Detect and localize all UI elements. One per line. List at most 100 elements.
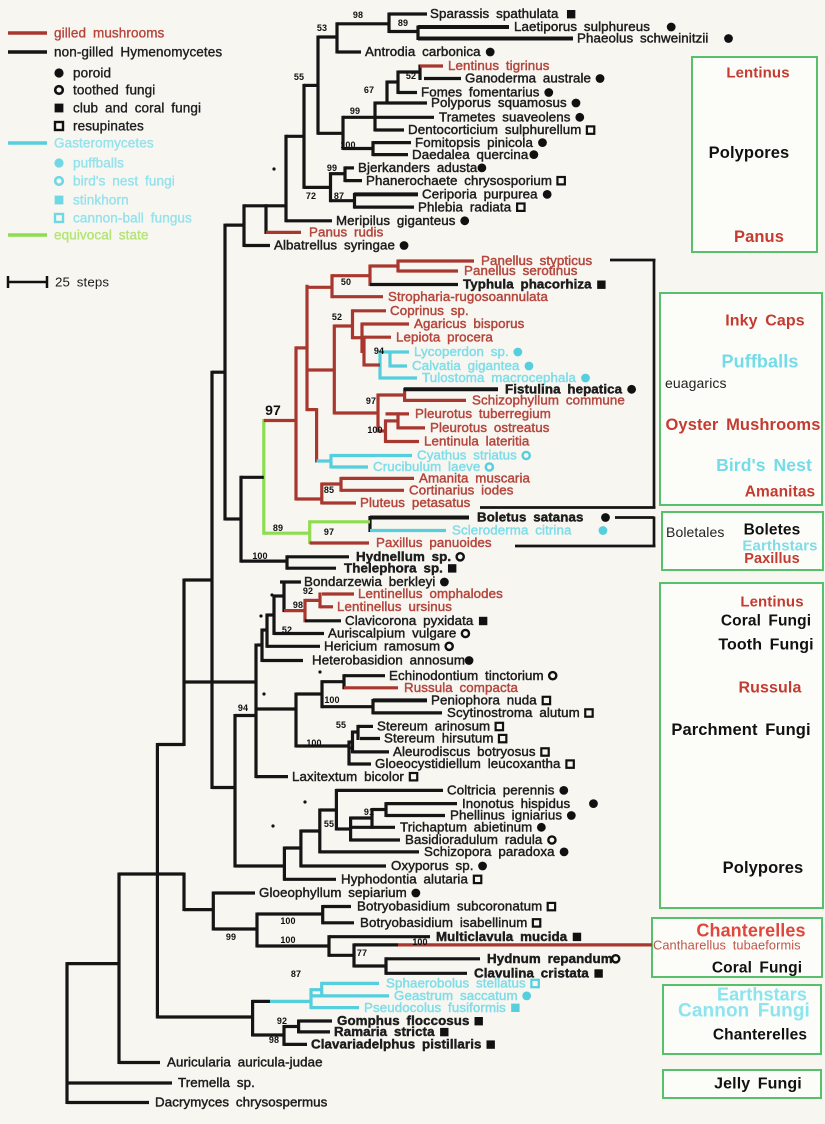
- svg-text:100: 100: [324, 695, 339, 705]
- svg-text:Pleurotus tuberregium: Pleurotus tuberregium: [415, 406, 551, 421]
- svg-text:Phellinus igniarius: Phellinus igniarius: [450, 808, 562, 823]
- svg-text:Panus: Panus: [734, 228, 784, 246]
- svg-text:Bird's Nest: Bird's Nest: [716, 455, 812, 475]
- svg-text:Scleroderma citrina: Scleroderma citrina: [452, 523, 572, 538]
- svg-text:Amanita muscaria: Amanita muscaria: [419, 471, 531, 486]
- svg-text:100: 100: [280, 935, 295, 945]
- svg-text:resupinates: resupinates: [73, 119, 144, 134]
- svg-text:Meripilus giganteus: Meripilus giganteus: [336, 213, 456, 228]
- svg-text:Lentinellus omphalodes: Lentinellus omphalodes: [358, 586, 503, 601]
- svg-text:euagarics: euagarics: [665, 375, 727, 391]
- svg-text:Geastrum saccatum: Geastrum saccatum: [394, 988, 518, 1003]
- svg-text:Panellus stypticus: Panellus stypticus: [481, 253, 592, 268]
- svg-text:72: 72: [306, 191, 316, 201]
- svg-text:Clavulina cristata: Clavulina cristata: [474, 966, 589, 981]
- svg-text:99: 99: [350, 106, 360, 116]
- svg-text:Cyathus striatus: Cyathus striatus: [417, 448, 517, 463]
- svg-text:Polypores: Polypores: [723, 859, 804, 877]
- svg-text:Ramaria stricta: Ramaria stricta: [334, 1024, 435, 1039]
- svg-text:55: 55: [336, 720, 346, 730]
- svg-text:Puffballs: Puffballs: [722, 351, 799, 371]
- svg-text:Botryobasidium isabellinum: Botryobasidium isabellinum: [360, 915, 527, 930]
- svg-text:puffballs: puffballs: [73, 156, 124, 171]
- svg-text:Jelly Fungi: Jelly Fungi: [714, 1076, 802, 1093]
- svg-text:89: 89: [273, 523, 283, 533]
- svg-text:Paxillus: Paxillus: [744, 551, 800, 567]
- svg-text:Tulostoma macrocephala: Tulostoma macrocephala: [422, 370, 577, 385]
- svg-text:bird's nest fungi: bird's nest fungi: [73, 174, 175, 189]
- svg-text:Phaeolus schweinitzii: Phaeolus schweinitzii: [577, 31, 709, 46]
- svg-text:52: 52: [332, 312, 342, 322]
- svg-text:55: 55: [324, 819, 334, 829]
- svg-text:53: 53: [317, 23, 327, 33]
- svg-text:100: 100: [280, 916, 295, 926]
- svg-text:Lentinus tigrinus: Lentinus tigrinus: [448, 58, 550, 73]
- svg-text:Lycoperdon sp.: Lycoperdon sp.: [414, 344, 509, 359]
- svg-text:87: 87: [334, 191, 344, 201]
- svg-text:Phlebia radiata: Phlebia radiata: [418, 199, 512, 214]
- svg-text:Ceriporia purpurea: Ceriporia purpurea: [422, 187, 538, 202]
- svg-text:Oxyporus sp.: Oxyporus sp.: [391, 858, 474, 873]
- svg-text:Stropharia-rugosoannulata: Stropharia-rugosoannulata: [388, 289, 548, 304]
- svg-text:Cantharellus tubaeformis: Cantharellus tubaeformis: [653, 937, 801, 952]
- svg-text:100: 100: [367, 425, 382, 435]
- svg-text:89: 89: [398, 18, 408, 28]
- svg-text:67: 67: [364, 85, 374, 95]
- svg-text:Clavariadelphus pistillaris: Clavariadelphus pistillaris: [311, 1037, 482, 1052]
- svg-text:Schizophyllum commune: Schizophyllum commune: [472, 393, 625, 408]
- svg-text:Russula: Russula: [739, 680, 802, 697]
- svg-text:Multiclavula mucida: Multiclavula mucida: [436, 929, 568, 944]
- svg-text:Lentinellus ursinus: Lentinellus ursinus: [337, 599, 452, 614]
- svg-text:Aleurodiscus botryosus: Aleurodiscus botryosus: [393, 744, 536, 759]
- svg-text:Inonotus hispidus: Inonotus hispidus: [462, 796, 570, 811]
- svg-text:Gasteromycetes: Gasteromycetes: [54, 136, 154, 151]
- svg-text:Lentinus: Lentinus: [726, 64, 789, 81]
- svg-text:98: 98: [269, 1035, 279, 1045]
- svg-text:equivocal state: equivocal state: [54, 228, 149, 243]
- svg-text:Daedalea quercina: Daedalea quercina: [412, 147, 529, 162]
- svg-text:Trichaptum abietinum: Trichaptum abietinum: [400, 820, 532, 835]
- svg-text:Coltricia perennis: Coltricia perennis: [447, 783, 555, 798]
- svg-text:toothed fungi: toothed fungi: [73, 83, 155, 98]
- svg-text:Scytinostroma alutum: Scytinostroma alutum: [447, 705, 580, 720]
- svg-text:Coprinus sp.: Coprinus sp.: [390, 303, 469, 318]
- svg-text:Albatrellus syringae: Albatrellus syringae: [274, 238, 395, 253]
- svg-text:Russula compacta: Russula compacta: [404, 680, 518, 695]
- svg-text:poroid: poroid: [73, 66, 111, 81]
- svg-text:97: 97: [366, 396, 376, 406]
- svg-text:gilled mushrooms: gilled mushrooms: [54, 26, 165, 41]
- svg-text:Tremella sp.: Tremella sp.: [178, 1075, 255, 1090]
- svg-text:Phanerochaete chrysosporium: Phanerochaete chrysosporium: [366, 173, 552, 188]
- svg-text:Cortinarius iodes: Cortinarius iodes: [409, 483, 514, 498]
- svg-text:Lentinula lateritia: Lentinula lateritia: [424, 434, 530, 449]
- svg-text:Thelephora sp.: Thelephora sp.: [344, 560, 443, 575]
- svg-text:Chanterelles: Chanterelles: [696, 920, 805, 940]
- svg-text:Gomphus floccosus: Gomphus floccosus: [337, 1013, 470, 1028]
- svg-text:100: 100: [306, 738, 321, 748]
- svg-text:Cannon Fungi: Cannon Fungi: [678, 1001, 810, 1022]
- svg-text:100: 100: [252, 551, 267, 561]
- svg-text:Sparassis spathulata: Sparassis spathulata: [430, 6, 559, 21]
- svg-text:Paxillus panuoides: Paxillus panuoides: [376, 535, 492, 550]
- svg-text:Auriscalpium vulgare: Auriscalpium vulgare: [328, 626, 456, 641]
- svg-text:Stereum arinosum: Stereum arinosum: [377, 719, 490, 734]
- svg-text:52: 52: [282, 625, 292, 635]
- svg-text:Schizopora paradoxa: Schizopora paradoxa: [424, 844, 555, 859]
- svg-text:25 steps: 25 steps: [55, 275, 109, 290]
- svg-text:99: 99: [226, 932, 236, 942]
- svg-text:98: 98: [293, 600, 303, 610]
- svg-text:Trametes suaveolens: Trametes suaveolens: [439, 110, 571, 125]
- svg-text:Earthstars: Earthstars: [717, 984, 807, 1004]
- svg-text:Parchment Fungi: Parchment Fungi: [671, 721, 810, 739]
- svg-text:Crucibulum laeve: Crucibulum laeve: [373, 459, 480, 474]
- svg-text:Tooth Fungi: Tooth Fungi: [718, 637, 813, 654]
- svg-text:Coral Fungi: Coral Fungi: [721, 612, 811, 629]
- svg-text:Stereum hirsutum: Stereum hirsutum: [384, 731, 494, 746]
- svg-text:Gloeocystidiellum leucoxantha: Gloeocystidiellum leucoxantha: [375, 756, 561, 771]
- svg-text:Pseudocolus fusiformis: Pseudocolus fusiformis: [364, 1000, 506, 1015]
- svg-text:Chanterelles: Chanterelles: [713, 1026, 807, 1043]
- svg-text:Antrodia carbonica: Antrodia carbonica: [365, 44, 481, 59]
- svg-text:Peniophora nuda: Peniophora nuda: [431, 693, 537, 708]
- svg-text:Earthstars: Earthstars: [742, 537, 817, 554]
- svg-text:Panus rudis: Panus rudis: [309, 225, 384, 240]
